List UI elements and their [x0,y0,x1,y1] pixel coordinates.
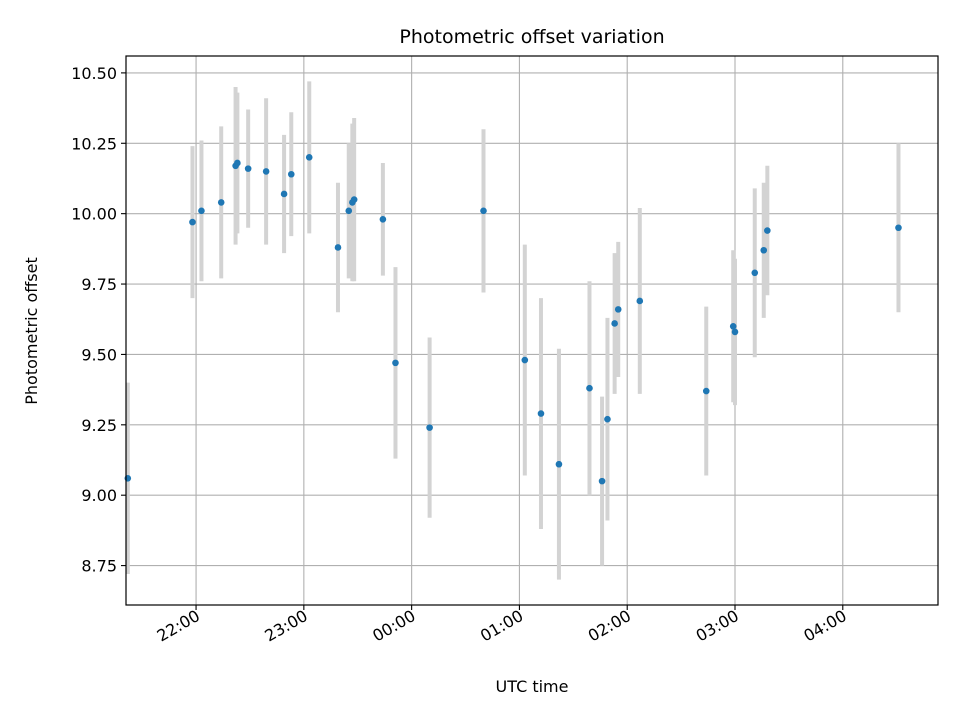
y-tick-label: 9.00 [81,486,117,505]
data-point [636,297,644,305]
plot-area [126,56,938,605]
data-point [280,190,288,198]
data-point [764,227,771,234]
x-axis-title: UTC time [496,677,569,696]
data-point [598,477,606,485]
grid [126,56,938,605]
y-tick-label: 9.50 [81,345,117,364]
data-point [729,322,737,330]
data-point [586,384,593,392]
data-point [731,328,739,336]
plot-frame [125,55,939,606]
data-point [198,207,205,215]
data-point [350,196,358,203]
data-point [537,410,545,417]
data-point [244,165,252,172]
chart-title: Photometric offset variation [399,26,664,48]
y-axis: 8.75 9.00 9.25 9.50 9.75 10.00 10.25 10.50 [71,64,126,576]
y-axis-title: Photometric offset [22,257,41,405]
data-point [262,168,270,175]
data-point [305,154,313,161]
data-point [611,320,618,327]
data-point [287,170,295,178]
data-point [234,159,241,167]
y-tick-label: 8.75 [81,557,117,576]
data-point [189,218,196,226]
y-tick-label: 10.25 [71,134,117,153]
data-point [760,246,768,254]
y-tick-label: 9.75 [81,275,117,294]
data-point [334,244,342,251]
data-point [702,387,710,395]
data-point [379,215,387,223]
data-point [426,424,433,431]
data-point [521,356,529,364]
y-tick-label: 10.00 [71,205,117,224]
data-markers [124,154,902,485]
data-point [480,207,487,215]
data-point [555,460,563,468]
y-tick-label: 10.50 [71,64,117,83]
data-point [217,199,225,206]
data-point [392,359,399,367]
data-point [345,207,353,215]
data-point [895,224,902,232]
data-point [614,306,622,313]
data-point [604,415,611,423]
data-point [751,269,759,277]
y-tick-label: 9.25 [81,416,117,435]
